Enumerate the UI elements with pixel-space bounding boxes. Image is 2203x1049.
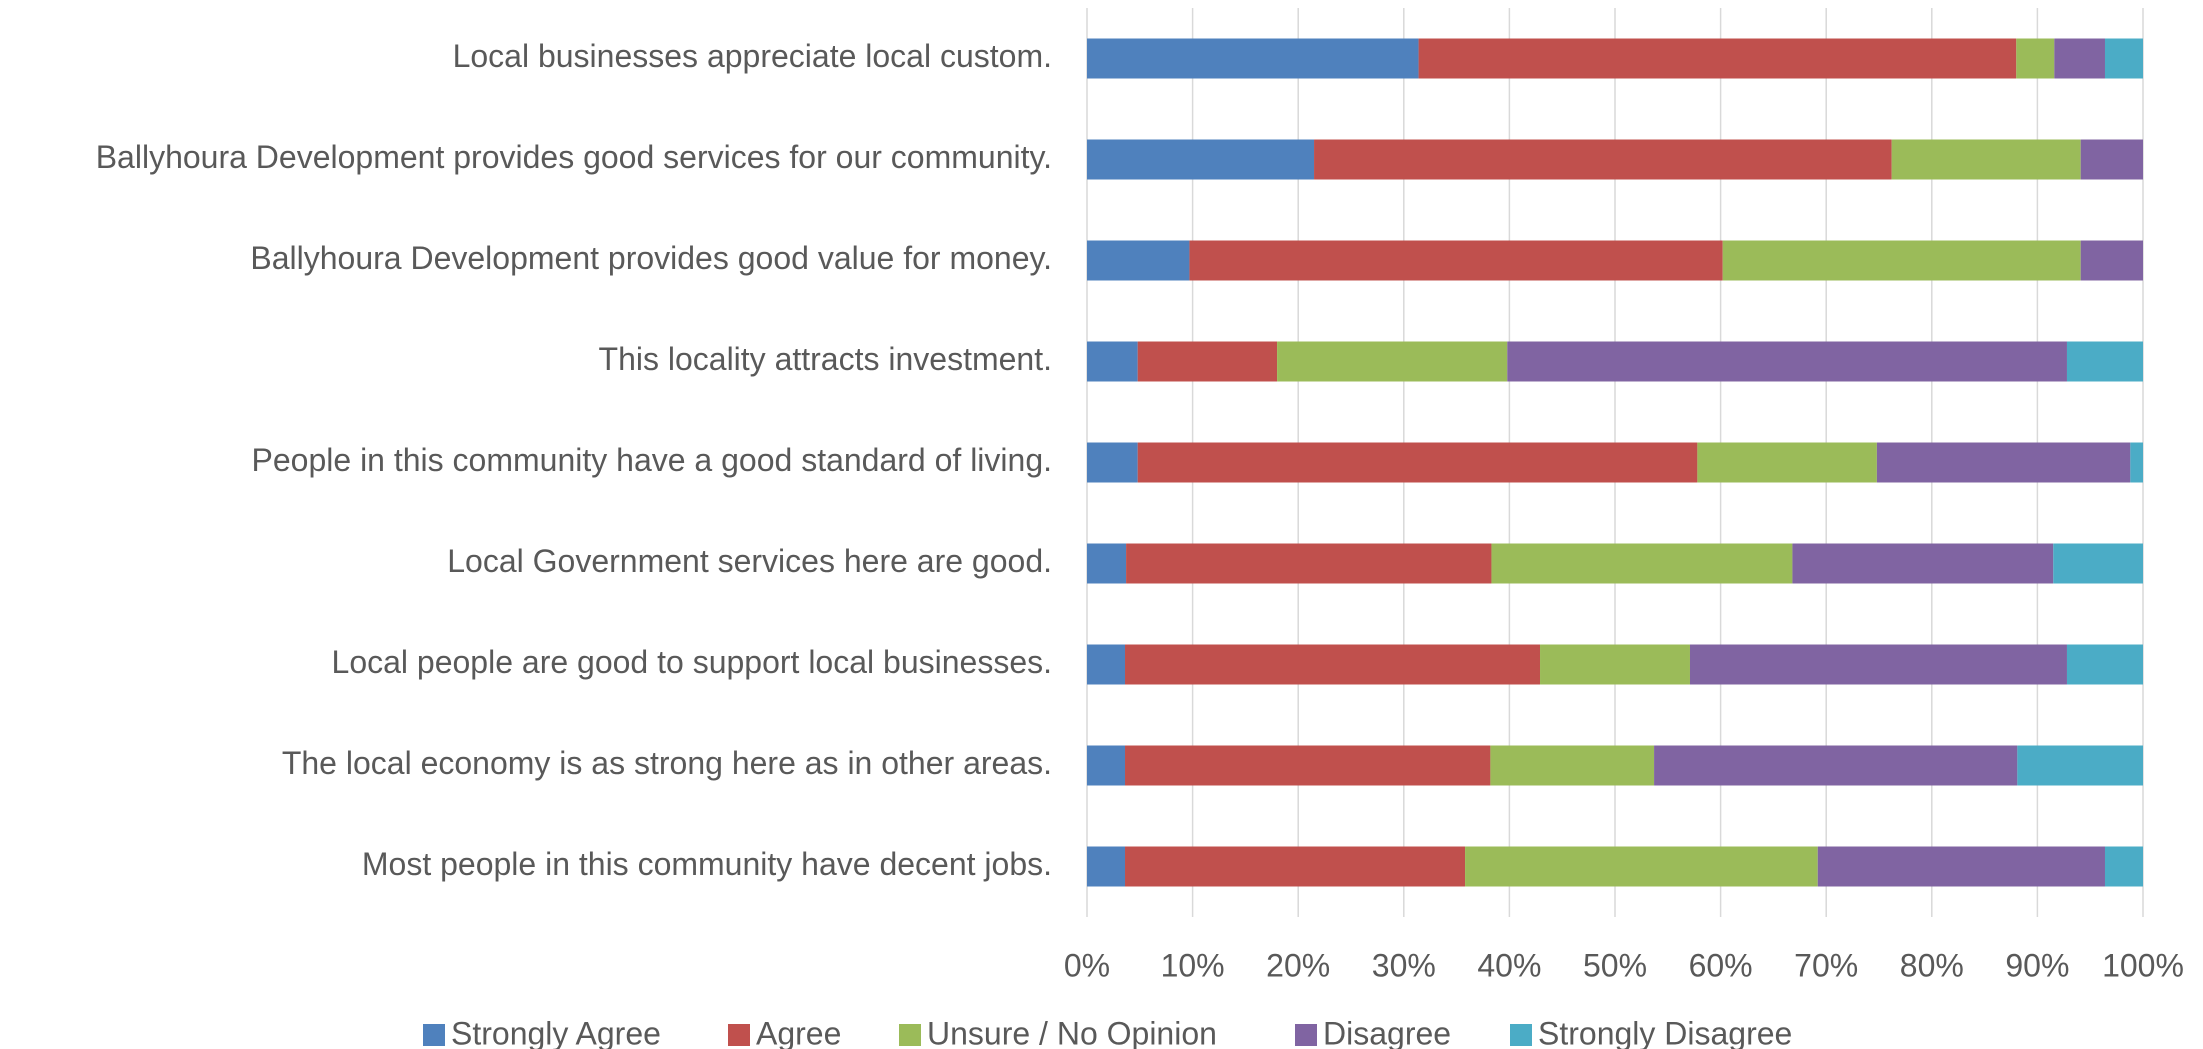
- legend-swatch: [1510, 1024, 1532, 1046]
- bar-segment: [1087, 139, 1315, 180]
- bar-segment: [2016, 38, 2055, 79]
- bar-segment: [1876, 442, 2131, 483]
- bar-segment: [1087, 240, 1190, 281]
- bar-segment: [1817, 846, 2105, 887]
- x-tick-label: 0%: [1064, 947, 1110, 983]
- bar-segment: [1087, 341, 1138, 382]
- x-tick-label: 50%: [1583, 947, 1647, 983]
- bar-segment: [1087, 644, 1126, 685]
- y-tick-label: Most people in this community have decen…: [362, 846, 1052, 882]
- bar-segment: [1087, 543, 1127, 584]
- legend-swatch: [728, 1024, 750, 1046]
- bar-segment: [1540, 644, 1690, 685]
- x-tick-label: 10%: [1161, 947, 1225, 983]
- legend-label: Disagree: [1323, 1015, 1451, 1049]
- bar-segment: [1125, 846, 1466, 887]
- legend-swatch: [423, 1024, 445, 1046]
- bar-segment: [1277, 341, 1508, 382]
- bar-segment: [2104, 846, 2143, 887]
- bar-segment: [1891, 139, 2081, 180]
- legend-swatch: [1295, 1024, 1317, 1046]
- bar-segment: [1087, 846, 1126, 887]
- y-tick-label: Local people are good to support local b…: [332, 644, 1052, 680]
- bar-segment: [1722, 240, 2081, 281]
- legend-swatch: [899, 1024, 921, 1046]
- y-tick-label: People in this community have a good sta…: [252, 442, 1052, 478]
- bar-segment: [1314, 139, 1892, 180]
- legend-label: Unsure / No Opinion: [927, 1015, 1217, 1049]
- bar-segment: [1654, 745, 2018, 786]
- x-tick-label: 90%: [2005, 947, 2069, 983]
- bar-segment: [1087, 38, 1419, 79]
- bar-segment: [2130, 442, 2143, 483]
- x-tick-label: 100%: [2102, 947, 2184, 983]
- bar-segment: [2080, 139, 2143, 180]
- x-tick-label: 30%: [1372, 947, 1436, 983]
- bar-segment: [2066, 341, 2143, 382]
- bar-segment: [2066, 644, 2143, 685]
- bar-segment: [1507, 341, 2067, 382]
- legend-label: Strongly Disagree: [1538, 1015, 1792, 1049]
- bar-segment: [2017, 745, 2143, 786]
- bar-segment: [2104, 38, 2143, 79]
- y-tick-label: This locality attracts investment.: [599, 341, 1052, 377]
- bar-segment: [1087, 442, 1138, 483]
- bar-segment: [2053, 543, 2143, 584]
- bar-segment: [1137, 442, 1698, 483]
- y-tick-label: Ballyhoura Development provides good val…: [250, 240, 1052, 276]
- bar-segment: [1418, 38, 2017, 79]
- bar-segment: [1465, 846, 1818, 887]
- bar-segment: [1125, 644, 1541, 685]
- bar-segment: [1189, 240, 1723, 281]
- x-tick-label: 70%: [1794, 947, 1858, 983]
- x-tick-label: 20%: [1266, 947, 1330, 983]
- bar-segment: [1137, 341, 1278, 382]
- bar-segment: [1689, 644, 2067, 685]
- legend-label: Strongly Agree: [451, 1015, 661, 1049]
- x-tick-label: 60%: [1689, 947, 1753, 983]
- bar-segment: [2080, 240, 2143, 281]
- bar-segment: [1792, 543, 2054, 584]
- bar-segment: [1491, 543, 1793, 584]
- legend-label: Agree: [756, 1015, 841, 1049]
- y-tick-label: Ballyhoura Development provides good ser…: [96, 139, 1052, 175]
- bar-segment: [1125, 745, 1491, 786]
- y-tick-label: Local businesses appreciate local custom…: [453, 38, 1052, 74]
- y-tick-label: Local Government services here are good.: [447, 543, 1052, 579]
- x-tick-label: 40%: [1477, 947, 1541, 983]
- bar-segment: [1126, 543, 1492, 584]
- bar-segment: [2054, 38, 2105, 79]
- bar-segment: [1087, 745, 1126, 786]
- x-tick-label: 80%: [1900, 947, 1964, 983]
- y-tick-label: The local economy is as strong here as i…: [282, 745, 1052, 781]
- bar-segment: [1697, 442, 1877, 483]
- bar-segment: [1490, 745, 1655, 786]
